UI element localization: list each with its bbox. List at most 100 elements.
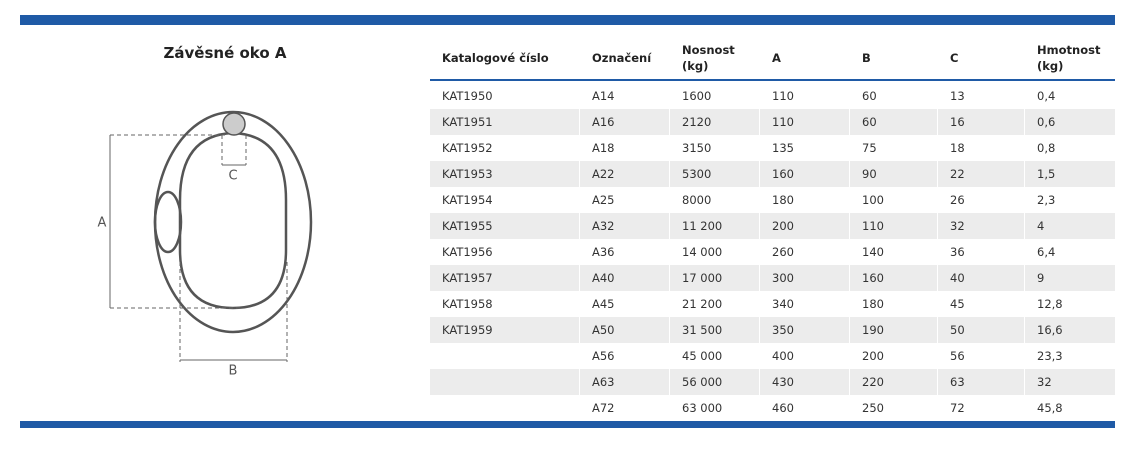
cell: 2120 xyxy=(670,109,760,135)
cell: 72 xyxy=(938,395,1025,421)
header-cell: Označení xyxy=(580,36,670,80)
cell: 400 xyxy=(760,343,850,369)
bottom-bar xyxy=(20,421,1115,428)
cell: 350 xyxy=(760,317,850,343)
cell: A16 xyxy=(580,109,670,135)
cell: 12,8 xyxy=(1037,297,1063,311)
cell: 140 xyxy=(850,239,938,265)
cell: 2,3 xyxy=(1037,193,1056,207)
cell: 220 xyxy=(850,369,938,395)
cell: 3150 xyxy=(670,135,760,161)
cell: KAT1953 xyxy=(430,161,580,187)
row-shade xyxy=(430,161,1115,187)
cell: KAT1955 xyxy=(430,213,580,239)
row-shade xyxy=(430,109,1115,135)
cell: A18 xyxy=(580,135,670,161)
cell: 5300 xyxy=(670,161,760,187)
cell: 0,6 xyxy=(1037,115,1056,129)
cell: A22 xyxy=(580,161,670,187)
cell: A56 xyxy=(580,343,670,369)
cell: KAT1957 xyxy=(430,265,580,291)
cell: 40 xyxy=(938,265,1025,291)
header-cell: A xyxy=(760,36,850,80)
header-text: (kg) xyxy=(1037,59,1064,73)
cell xyxy=(430,369,580,395)
header-text: Označení xyxy=(592,51,652,65)
cell: 0,4 xyxy=(1037,89,1056,103)
cell: 135 xyxy=(760,135,850,161)
cell: 1,5 xyxy=(1037,167,1056,181)
cell: 60 xyxy=(850,83,938,109)
cell: 16,6 xyxy=(1037,323,1063,337)
cell: KAT1958 xyxy=(430,291,580,317)
cell: 200 xyxy=(850,343,938,369)
cell: 63 xyxy=(938,369,1025,395)
cell: 4 xyxy=(1037,219,1045,233)
cell: 160 xyxy=(850,265,938,291)
cell: A63 xyxy=(580,369,670,395)
row-shade xyxy=(430,317,1115,343)
dim-label: A xyxy=(98,216,107,231)
cell: 56 xyxy=(938,343,1025,369)
cell: KAT1952 xyxy=(430,135,580,161)
header-text: (kg) xyxy=(682,59,709,73)
cell: 250 xyxy=(850,395,938,421)
cell: 32 xyxy=(1037,375,1052,389)
cell xyxy=(430,343,580,369)
cell: 190 xyxy=(850,317,938,343)
title: Závěsné oko A xyxy=(163,44,287,62)
cell: 8000 xyxy=(670,187,760,213)
cell: A32 xyxy=(580,213,670,239)
cell: 200 xyxy=(760,213,850,239)
row-shade xyxy=(430,369,1115,395)
cell: 45 000 xyxy=(670,343,760,369)
header-cell: Hmotnost (kg) xyxy=(1025,36,1115,80)
cell: 90 xyxy=(850,161,938,187)
cell: 430 xyxy=(760,369,850,395)
cell: A14 xyxy=(580,83,670,109)
top-bar xyxy=(20,15,1115,25)
cell: 1600 xyxy=(670,83,760,109)
cell: KAT1954 xyxy=(430,187,580,213)
cell xyxy=(430,395,580,421)
row-shade xyxy=(430,265,1115,291)
cell: 14 000 xyxy=(670,239,760,265)
diagram: A B C xyxy=(98,110,313,379)
header-text: B xyxy=(862,51,871,65)
cell: 75 xyxy=(850,135,938,161)
cell: 32 xyxy=(938,213,1025,239)
cell: A36 xyxy=(580,239,670,265)
header-rule xyxy=(430,79,1115,81)
cell: 460 xyxy=(760,395,850,421)
cell: 36 xyxy=(938,239,1025,265)
cell: 13 xyxy=(938,83,1025,109)
cell: A40 xyxy=(580,265,670,291)
cell: KAT1950 xyxy=(430,83,580,109)
cell: 45 xyxy=(938,291,1025,317)
dim-label: B xyxy=(229,364,238,379)
cell: 50 xyxy=(938,317,1025,343)
cell: 23,3 xyxy=(1037,349,1063,363)
cell: 21 200 xyxy=(670,291,760,317)
cell: 110 xyxy=(760,83,850,109)
header-cell: B xyxy=(850,36,938,80)
cell: 260 xyxy=(760,239,850,265)
cell: 300 xyxy=(760,265,850,291)
cell: 9 xyxy=(1037,271,1045,285)
cell: A72 xyxy=(580,395,670,421)
header-text: C xyxy=(950,51,959,65)
cell: 22 xyxy=(938,161,1025,187)
header-text: Hmotnost xyxy=(1037,43,1101,57)
cell: 110 xyxy=(850,213,938,239)
cell: KAT1959 xyxy=(430,317,580,343)
cell: A50 xyxy=(580,317,670,343)
cell: 0,8 xyxy=(1037,141,1056,155)
cell: 11 200 xyxy=(670,213,760,239)
cell: 18 xyxy=(938,135,1025,161)
cell: 16 xyxy=(938,109,1025,135)
cell: 63 000 xyxy=(670,395,760,421)
cell: 60 xyxy=(850,109,938,135)
cell: A25 xyxy=(580,187,670,213)
cell: 17 000 xyxy=(670,265,760,291)
